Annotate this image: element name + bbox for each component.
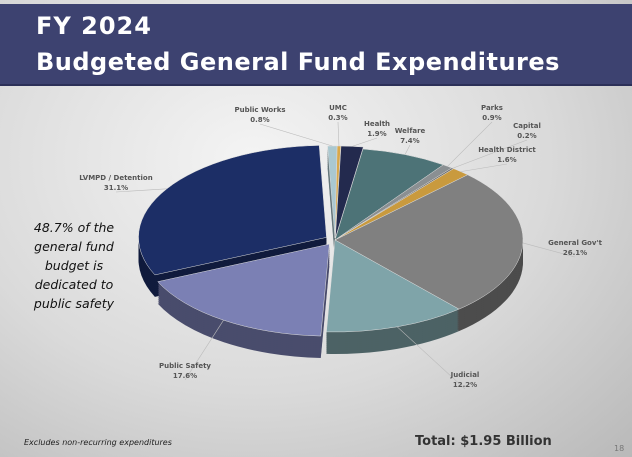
- slice-value-label: 0.3%: [328, 114, 347, 122]
- pie-slice-general-gov-t: [334, 174, 524, 310]
- pie-slice-lvmpd-detention: [138, 145, 327, 276]
- slice-label: LVMPD / Detention: [79, 174, 152, 182]
- pie-slice-public-safety: [157, 243, 330, 337]
- slide-title-year: FY 2024: [36, 12, 152, 40]
- slice-value-label: 12.2%: [453, 381, 477, 389]
- slice-value-label: 17.6%: [173, 372, 197, 380]
- slice-label: Capital: [513, 122, 541, 130]
- slice-value-label: 1.6%: [497, 156, 516, 164]
- slice-label: UMC: [329, 104, 347, 112]
- slice-label: Parks: [481, 104, 503, 112]
- total-label: Total: $1.95 Billion: [415, 434, 552, 449]
- pie-slice-health: [335, 145, 364, 239]
- slice-label: Welfare: [395, 127, 426, 135]
- slice-value-label: 31.1%: [104, 184, 128, 192]
- leader-line: [259, 123, 333, 147]
- slice-value-label: 26.1%: [563, 249, 587, 257]
- title-bar: FY 2024 Budgeted General Fund Expenditur…: [0, 4, 632, 86]
- leader-line: [115, 188, 167, 193]
- slice-value-label: 0.8%: [250, 116, 269, 124]
- slice-label: Judicial: [450, 371, 480, 379]
- leader-line: [404, 144, 411, 155]
- slice-value-label: 7.4%: [400, 137, 419, 145]
- slice-label: General Gov't: [548, 239, 602, 247]
- slice-label: Health District: [478, 146, 536, 154]
- slice-value-label: 0.9%: [482, 114, 501, 122]
- leader-line: [184, 320, 224, 381]
- leader-line: [452, 139, 528, 169]
- slide-title: Budgeted General Fund Expenditures: [36, 48, 560, 76]
- leader-line: [337, 121, 340, 147]
- leader-line: [522, 242, 576, 258]
- slice-label: Public Safety: [159, 362, 211, 370]
- pie-slice-umc: [334, 145, 341, 239]
- leader-line: [396, 326, 466, 390]
- slice-label: Public Works: [234, 106, 285, 114]
- pie-slice-judicial: [326, 239, 460, 333]
- footnote: Excludes non-recurring expenditures: [24, 438, 172, 447]
- page-number: 18: [614, 444, 625, 453]
- leader-line: [447, 121, 493, 167]
- slice-value-label: 1.9%: [367, 130, 386, 138]
- leader-line: [460, 163, 508, 172]
- slice-value-label: 0.2%: [517, 132, 536, 140]
- public-safety-callout: 48.7% of the general fund budget is dedi…: [33, 220, 115, 311]
- leader-line: [352, 137, 378, 147]
- slice-label: Health: [364, 120, 390, 128]
